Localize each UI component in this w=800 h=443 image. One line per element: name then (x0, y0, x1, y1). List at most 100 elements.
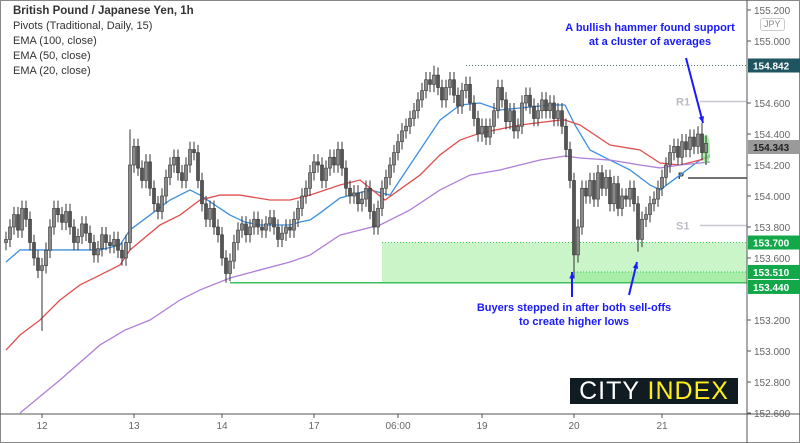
arrow-head-icon (698, 116, 705, 123)
candle-body (668, 152, 672, 166)
candle-body (324, 167, 328, 181)
candle-body (648, 203, 652, 215)
candle-body (124, 242, 128, 259)
candle-body (436, 74, 440, 88)
currency-badge[interactable]: JPY (760, 18, 785, 31)
candle-body (452, 79, 456, 96)
candle-body (220, 234, 224, 259)
candle-body (572, 180, 576, 256)
y-tick-label: 154.400 (754, 130, 791, 141)
candle-body (292, 218, 296, 231)
candle-body (128, 164, 132, 243)
x-tick-label: 21 (656, 421, 668, 432)
price-label: 153.510 (753, 268, 790, 279)
candle-body (704, 143, 708, 153)
price-label-bg (748, 279, 800, 294)
x-tick-label: 20 (568, 421, 580, 432)
candle-body (148, 161, 152, 189)
candle-body (408, 118, 412, 127)
candle-body (684, 141, 688, 150)
candle-body (344, 167, 348, 189)
candle-body (36, 257, 40, 271)
candle-body (640, 218, 644, 240)
candle-body (316, 161, 320, 166)
candle-body (388, 164, 392, 178)
y-tick-label: 155.000 (754, 37, 791, 48)
candle-body (312, 161, 316, 174)
candle-body (412, 110, 416, 119)
candle-body (428, 79, 432, 85)
legend-ema-100: EMA (100, close) (13, 35, 97, 47)
candle-body (660, 177, 664, 189)
price-label-bg (748, 140, 800, 154)
candle-body (216, 226, 220, 236)
candle-body (672, 146, 676, 153)
candle-body (368, 187, 372, 212)
candle-body (652, 198, 656, 205)
candle-body (332, 156, 336, 166)
candle-body (600, 172, 604, 189)
y-tick-label: 153.800 (754, 223, 791, 234)
y-tick-label: 152.800 (754, 378, 791, 389)
candle-body (468, 84, 472, 104)
candle-body (356, 192, 360, 205)
candle-body (184, 164, 188, 181)
candle-body (524, 94, 528, 104)
candle-body (140, 167, 144, 181)
pivot-label-r1: R1 (676, 96, 690, 108)
candle-body (676, 146, 680, 158)
candle-body (620, 195, 624, 209)
candle-body (280, 232, 284, 240)
candle-body (584, 187, 588, 197)
candle-body (556, 110, 560, 119)
candle-body (644, 214, 648, 220)
candle-body (264, 223, 268, 231)
candle-body (352, 192, 356, 197)
candle-body (500, 87, 504, 101)
candle-body (236, 229, 240, 243)
candle-body (32, 242, 36, 259)
candle-body (188, 149, 192, 166)
candle-body (84, 223, 88, 234)
candle-body (4, 239, 8, 243)
candle-body (288, 226, 292, 231)
candle-body (52, 208, 56, 228)
candle-body (624, 195, 628, 200)
y-tick-label: 153.600 (754, 254, 791, 265)
candle-body (564, 125, 568, 150)
candle-body (472, 102, 476, 119)
candle-body (92, 242, 96, 256)
candle-body (200, 180, 204, 205)
candle-body (100, 234, 104, 249)
candle-body (64, 211, 68, 223)
candle-body (348, 187, 352, 197)
price-label: 154.842 (753, 61, 790, 72)
y-tick-label: 154.600 (754, 99, 791, 110)
candle-body (76, 236, 80, 243)
candle-body (420, 90, 424, 101)
candle-body (512, 110, 516, 132)
candle-body (164, 177, 168, 197)
y-tick-label: 153.200 (754, 316, 791, 327)
candle-body (176, 156, 180, 174)
candle-body (496, 87, 500, 112)
y-tick-label: 152.600 (754, 409, 791, 420)
candle-body (432, 74, 436, 85)
candle-body (552, 102, 556, 119)
candle-body (536, 110, 540, 119)
candle-body (616, 183, 620, 209)
candle-body (68, 211, 72, 228)
arrow-head-icon (632, 262, 639, 269)
candle-body (60, 214, 64, 223)
x-tick-label: 19 (476, 421, 488, 432)
candle-body (20, 208, 24, 231)
x-tick-label: 12 (36, 421, 48, 432)
candle-body (604, 177, 608, 189)
candle-body (376, 208, 380, 228)
candle-body (96, 248, 100, 256)
candle-body (8, 226, 12, 240)
candle-body (108, 242, 112, 246)
candle-body (232, 242, 236, 262)
candle-body (520, 102, 524, 127)
